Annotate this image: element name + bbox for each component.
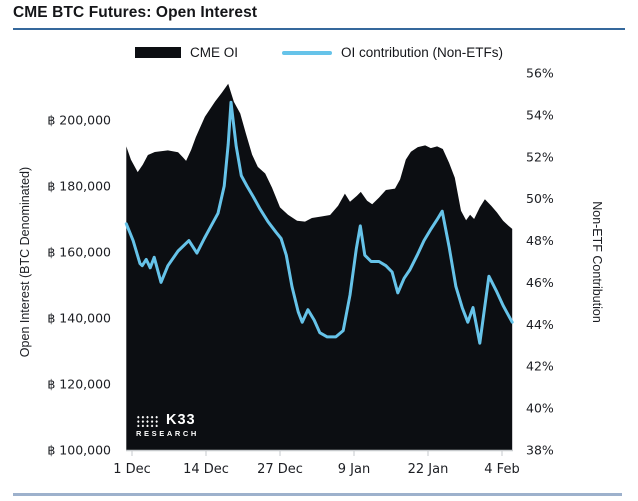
x-axis-tick-label: 1 Dec [113, 462, 151, 477]
legend-area-swatch [134, 47, 181, 58]
left-axis-tick-label: ฿ 140,000 [47, 311, 111, 326]
right-axis-tick-label: 40% [526, 401, 554, 416]
right-axis-tick-label: 56% [526, 66, 554, 81]
k33-logo-name: K33 [166, 412, 196, 428]
right-axis-tick-label: 48% [526, 233, 554, 248]
chart-legend: CME OI OI contribution (Non-ETFs) [0, 45, 638, 60]
right-axis-tick-label: 44% [526, 317, 554, 332]
cme-oi-area-series [126, 83, 513, 450]
left-axis-tick-label: ฿ 160,000 [47, 245, 111, 260]
k33-dots-icon [136, 413, 159, 427]
x-axis-tick-label: 9 Jan [338, 462, 370, 477]
k33-research-logo: K33 RESEARCH [136, 412, 199, 438]
left-axis-tick-label: ฿ 100,000 [47, 443, 111, 458]
legend-label-oi-contribution: OI contribution (Non-ETFs) [340, 45, 504, 60]
bottom-divider [13, 493, 622, 496]
legend-line-swatch [281, 50, 332, 55]
right-axis-tick-label: 42% [526, 359, 554, 374]
right-axis-tick-label: 52% [526, 149, 554, 164]
right-axis-tick-label: 46% [526, 275, 554, 290]
page-title: CME BTC Futures: Open Interest [13, 4, 258, 21]
x-axis-tick-label: 27 Dec [257, 462, 303, 477]
k33-logo-sub: RESEARCH [136, 429, 199, 438]
title-divider [13, 28, 625, 30]
right-axis-tick-label: 50% [526, 191, 554, 206]
right-axis-tick-label: 54% [526, 107, 554, 122]
legend-label-cme-oi: CME OI [189, 45, 238, 60]
left-axis-tick-label: ฿ 200,000 [47, 113, 111, 128]
oi-contribution-line-series [124, 100, 514, 345]
right-axis-tick-label: 38% [526, 443, 554, 458]
left-axis-tick-label: ฿ 120,000 [47, 377, 111, 392]
x-axis-tick-label: 4 Feb [484, 462, 519, 477]
x-axis-tick-label: 22 Jan [408, 462, 449, 477]
left-axis-tick-label: ฿ 180,000 [47, 179, 111, 194]
x-axis-tick-label: 14 Dec [183, 462, 229, 477]
